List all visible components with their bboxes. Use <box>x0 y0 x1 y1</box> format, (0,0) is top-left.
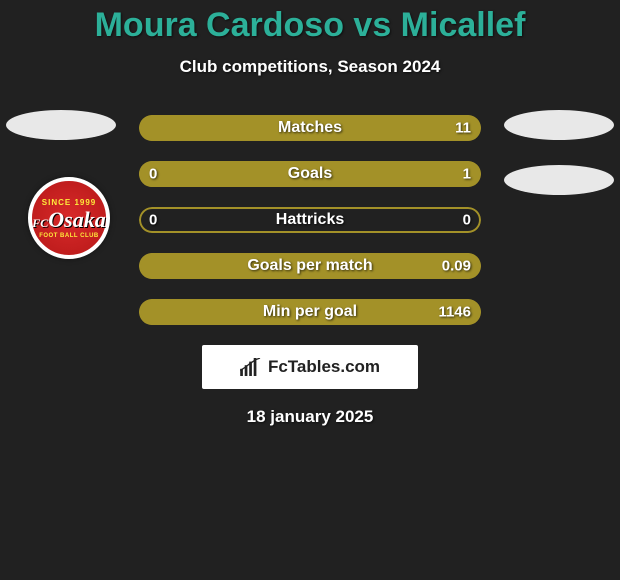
club-crest: SINCE 1999 FCOsaka FOOT BALL CLUB <box>28 177 110 259</box>
date-label: 18 january 2025 <box>0 407 620 427</box>
bar-label: Matches <box>278 119 342 137</box>
attribution-text: FcTables.com <box>268 357 380 377</box>
attribution-badge[interactable]: FcTables.com <box>202 345 418 389</box>
bar-value-right: 0 <box>463 212 471 229</box>
crest-name: FCOsaka <box>32 209 105 231</box>
bar-label: Hattricks <box>276 211 344 229</box>
bar-value-right: 1146 <box>438 304 471 321</box>
player-left-badge <box>6 110 116 140</box>
stat-bar: Matches 11 <box>139 115 481 141</box>
stats-area: SINCE 1999 FCOsaka FOOT BALL CLUB Matche… <box>0 115 620 427</box>
crest-main-name: Osaka <box>48 207 105 232</box>
stat-bars: Matches 11 Goals 0 1 Hattricks 0 0 Goals per mat… <box>139 115 481 325</box>
bar-value-right: 11 <box>455 120 471 137</box>
crest-fc: FC <box>32 216 48 230</box>
bar-label: Goals per match <box>247 257 372 275</box>
bar-value-right: 0.09 <box>442 258 471 275</box>
bar-label: Goals <box>288 165 332 183</box>
crest-sub-text: FOOT BALL CLUB <box>39 233 99 239</box>
player-right-badge-2 <box>504 165 614 195</box>
stat-bar: Goals per match 0.09 <box>139 253 481 279</box>
player-right-badge <box>504 110 614 140</box>
stat-bar: Min per goal 1146 <box>139 299 481 325</box>
bar-value-right: 1 <box>463 166 471 183</box>
stat-bar: Goals 0 1 <box>139 161 481 187</box>
crest-arc-text: SINCE 1999 <box>42 198 96 207</box>
subtitle: Club competitions, Season 2024 <box>0 57 620 77</box>
bar-value-left: 0 <box>149 212 157 229</box>
chart-icon <box>240 358 262 376</box>
bar-label: Min per goal <box>263 303 357 321</box>
page-title: Moura Cardoso vs Micallef <box>0 0 620 45</box>
stat-bar: Hattricks 0 0 <box>139 207 481 233</box>
bar-value-left: 0 <box>149 166 157 183</box>
infographic-root: Moura Cardoso vs Micallef Club competiti… <box>0 0 620 427</box>
